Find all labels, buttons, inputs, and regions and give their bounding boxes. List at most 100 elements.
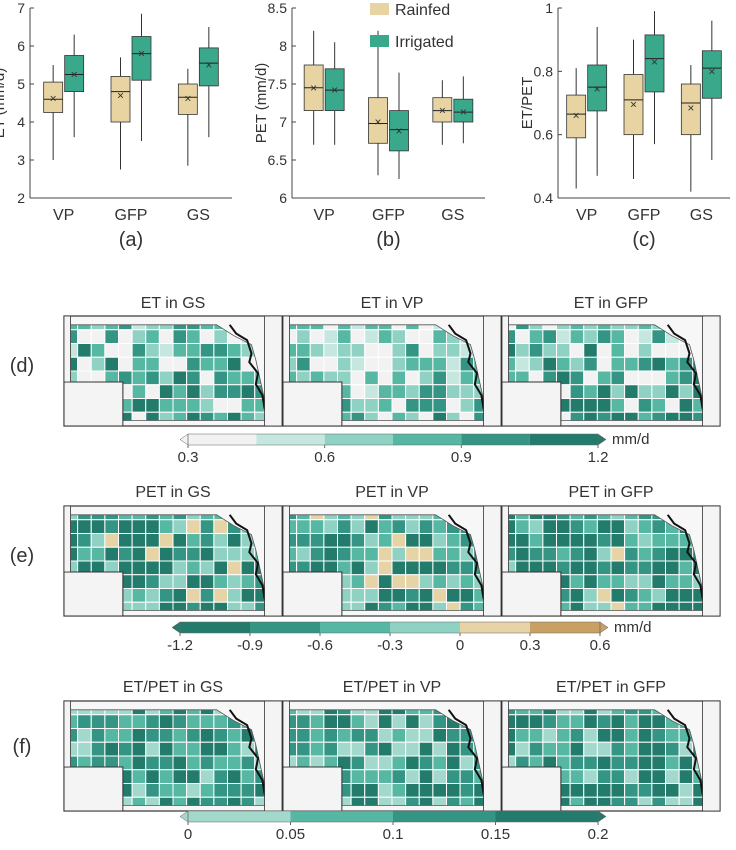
county bbox=[610, 519, 626, 534]
county bbox=[678, 783, 694, 798]
county bbox=[364, 370, 379, 386]
county bbox=[172, 560, 188, 576]
y-tick-label: 7 bbox=[17, 0, 25, 16]
colorbar-tick-label: 0.05 bbox=[276, 826, 305, 843]
county bbox=[391, 356, 407, 372]
county bbox=[145, 588, 160, 603]
county bbox=[665, 560, 680, 576]
east-strip bbox=[483, 505, 502, 617]
county bbox=[172, 769, 188, 784]
county bbox=[596, 588, 612, 603]
county bbox=[227, 370, 242, 386]
county bbox=[405, 384, 420, 399]
county bbox=[172, 533, 188, 548]
county bbox=[186, 356, 201, 372]
county bbox=[131, 343, 147, 358]
county bbox=[172, 329, 188, 344]
county bbox=[624, 546, 639, 562]
county bbox=[542, 356, 557, 372]
county bbox=[542, 533, 557, 548]
county bbox=[77, 329, 92, 344]
colorbar-segment bbox=[393, 434, 462, 445]
county bbox=[624, 343, 639, 358]
county bbox=[665, 755, 680, 771]
county bbox=[350, 588, 366, 603]
county bbox=[118, 533, 133, 548]
county bbox=[145, 329, 160, 344]
county bbox=[323, 741, 338, 757]
county bbox=[199, 519, 215, 534]
y-tick-label: 0.8 bbox=[534, 63, 554, 79]
corner-box bbox=[63, 381, 124, 427]
county bbox=[583, 370, 598, 386]
county bbox=[405, 370, 420, 386]
county bbox=[118, 728, 133, 743]
county bbox=[583, 546, 598, 562]
county bbox=[391, 574, 407, 589]
box-irrigated bbox=[131, 36, 152, 81]
county bbox=[131, 755, 147, 771]
county bbox=[446, 783, 461, 798]
county bbox=[651, 546, 666, 562]
mean-marker: × bbox=[594, 82, 601, 96]
county bbox=[556, 343, 571, 358]
corner-box bbox=[63, 571, 124, 617]
county bbox=[418, 398, 434, 413]
county bbox=[569, 356, 585, 372]
county bbox=[515, 329, 530, 344]
county bbox=[651, 384, 666, 399]
colorbar: 0 0.05 0.1 0.15 0.2 bbox=[179, 810, 608, 843]
county bbox=[569, 560, 585, 576]
county bbox=[118, 741, 133, 757]
colorbar-segment bbox=[461, 434, 530, 445]
legend: Rainfed Irrigated bbox=[370, 2, 454, 51]
county bbox=[596, 356, 612, 372]
county bbox=[377, 728, 393, 743]
y-axis-label: PET (mm/d) bbox=[253, 63, 270, 144]
county bbox=[296, 714, 311, 729]
county bbox=[528, 741, 544, 757]
county bbox=[528, 329, 544, 344]
county bbox=[199, 755, 215, 771]
county bbox=[651, 533, 666, 548]
county bbox=[131, 533, 147, 548]
county bbox=[145, 533, 160, 548]
colorbar-segment bbox=[393, 811, 496, 822]
county bbox=[186, 546, 201, 562]
county bbox=[542, 728, 557, 743]
county bbox=[665, 783, 680, 798]
county bbox=[583, 769, 598, 784]
county bbox=[556, 519, 571, 534]
county bbox=[569, 519, 585, 534]
county bbox=[678, 755, 694, 771]
box-irrigated bbox=[389, 110, 409, 152]
county bbox=[90, 519, 106, 534]
county bbox=[583, 741, 598, 757]
county bbox=[651, 714, 666, 729]
colorbar-arrow-right bbox=[597, 810, 607, 823]
county bbox=[158, 560, 174, 576]
county bbox=[296, 533, 311, 548]
county bbox=[131, 588, 147, 603]
county bbox=[364, 546, 379, 562]
county bbox=[337, 714, 352, 729]
county bbox=[145, 560, 160, 576]
panel-d-map-2 bbox=[282, 315, 502, 427]
county bbox=[350, 370, 366, 386]
county bbox=[432, 769, 447, 784]
county bbox=[432, 783, 447, 798]
county bbox=[186, 533, 201, 548]
county bbox=[418, 356, 434, 372]
county bbox=[90, 356, 106, 372]
mean-marker: × bbox=[630, 98, 637, 112]
east-strip bbox=[483, 315, 502, 427]
county bbox=[651, 769, 666, 784]
east-strip bbox=[483, 700, 502, 812]
county bbox=[377, 329, 393, 344]
y-tick-label: 1 bbox=[545, 0, 553, 16]
county bbox=[596, 546, 612, 562]
county bbox=[377, 343, 393, 358]
county bbox=[405, 560, 420, 576]
panel-f-map-3 bbox=[501, 700, 721, 812]
panel-f-map-2 bbox=[282, 700, 502, 812]
